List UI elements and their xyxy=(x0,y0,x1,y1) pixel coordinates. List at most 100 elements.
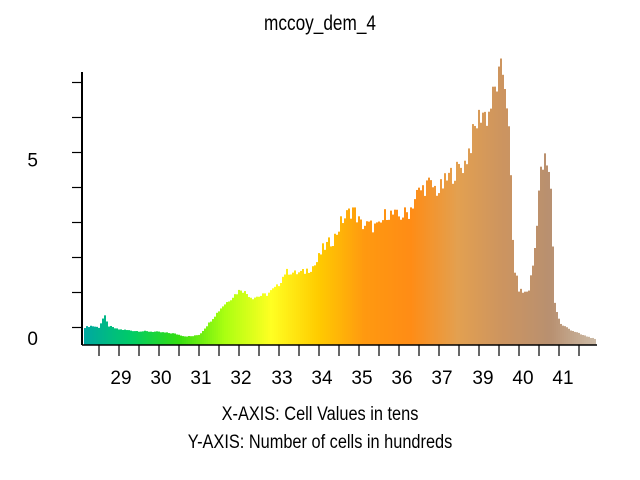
histogram-bar xyxy=(326,241,328,345)
histogram-bar xyxy=(102,318,104,345)
histogram-bar xyxy=(532,265,534,345)
histogram-bar xyxy=(546,165,548,345)
histogram-bar xyxy=(104,315,106,345)
histogram-bar xyxy=(460,167,462,345)
histogram-bar xyxy=(328,237,330,345)
histogram-bar xyxy=(394,209,396,345)
histogram-bar xyxy=(90,325,92,345)
histogram-bar xyxy=(418,187,420,345)
histogram-bar xyxy=(178,334,180,345)
histogram-bar xyxy=(578,332,580,345)
histogram-bar xyxy=(344,218,346,345)
histogram-bar xyxy=(470,153,472,345)
x-tick-label: 29 xyxy=(110,368,131,389)
histogram-bar xyxy=(372,232,374,345)
histogram-bar xyxy=(240,290,242,345)
histogram-bar xyxy=(420,190,422,345)
histogram-bar xyxy=(182,336,184,345)
histogram-bar xyxy=(410,207,412,345)
histogram-bar xyxy=(536,225,538,345)
histogram-bar xyxy=(212,319,214,345)
histogram-bar xyxy=(362,229,364,345)
histogram-bar xyxy=(440,179,442,345)
histogram-bar xyxy=(490,108,492,345)
histogram-bar xyxy=(210,321,212,345)
histogram-bar xyxy=(408,218,410,345)
histogram-bar xyxy=(316,262,318,345)
histogram-bar xyxy=(428,177,430,345)
histogram-bar xyxy=(206,326,208,345)
histogram-bar xyxy=(266,295,268,345)
histogram-bar xyxy=(192,336,194,345)
histogram-bar xyxy=(466,164,468,345)
histogram-bar xyxy=(318,253,320,345)
y-axis-ticks: 05 xyxy=(27,81,82,350)
histogram-bar xyxy=(492,86,494,346)
histogram-bar xyxy=(310,271,312,345)
histogram-bar xyxy=(366,221,368,345)
histogram-bar xyxy=(506,108,508,345)
histogram-bar xyxy=(174,333,176,345)
histogram-bar xyxy=(172,333,174,345)
histogram-bar xyxy=(332,246,334,345)
histogram-bar xyxy=(554,302,556,345)
histogram-bar xyxy=(380,222,382,345)
histogram-bar xyxy=(96,326,98,345)
histogram-bar xyxy=(494,86,496,345)
histogram-bar xyxy=(400,219,402,345)
x-axis-ticks: 29 30 31 32 33 34 35 36 37 39 40 41 xyxy=(98,345,580,389)
histogram-bar xyxy=(262,293,264,345)
histogram-bar xyxy=(520,288,522,345)
histogram-bar xyxy=(562,325,564,345)
histogram-bar xyxy=(108,326,110,345)
histogram-bar xyxy=(270,290,272,345)
histogram-bar xyxy=(500,58,502,346)
histogram-bar xyxy=(542,169,544,345)
histogram-bar xyxy=(424,195,426,345)
x-tick-label: 39 xyxy=(472,368,493,389)
histogram-bar xyxy=(396,209,398,345)
histogram-bar xyxy=(436,195,438,345)
y-tick-label: 5 xyxy=(27,151,38,172)
histogram-bars xyxy=(84,58,596,346)
histogram-bar xyxy=(94,326,96,345)
histogram-bar xyxy=(88,327,90,345)
histogram-bar xyxy=(338,231,340,345)
histogram-bar xyxy=(130,330,132,345)
x-tick-label: 30 xyxy=(150,368,171,389)
histogram-bar xyxy=(446,180,448,345)
histogram-bar xyxy=(432,187,434,345)
histogram-bar xyxy=(148,331,150,345)
histogram-bar xyxy=(268,292,270,345)
histogram-bar xyxy=(112,327,114,345)
histogram-bar xyxy=(236,294,238,345)
histogram-bar xyxy=(284,274,286,345)
histogram-bar xyxy=(364,225,366,345)
x-tick-label: 31 xyxy=(190,368,211,389)
histogram-bar xyxy=(522,292,524,345)
histogram-bar xyxy=(476,128,478,345)
histogram-bar xyxy=(120,329,122,345)
histogram-bar xyxy=(306,268,308,345)
histogram-bar xyxy=(550,188,552,345)
histogram-bar xyxy=(168,333,170,345)
histogram-bar xyxy=(144,330,146,345)
histogram-bar xyxy=(134,331,136,345)
histogram-bar xyxy=(350,218,352,345)
histogram-bar xyxy=(412,208,414,345)
histogram-bar xyxy=(86,326,88,345)
histogram-bar xyxy=(246,294,248,345)
histogram-bar xyxy=(556,312,558,345)
histogram-bar xyxy=(282,276,284,345)
histogram-bar xyxy=(384,209,386,345)
histogram-bar xyxy=(422,185,424,345)
histogram-bar xyxy=(482,112,484,345)
histogram-bar xyxy=(382,220,384,345)
histogram-bar xyxy=(254,297,256,345)
histogram-bar xyxy=(590,338,592,345)
histogram-bar xyxy=(184,336,186,345)
histogram-bar xyxy=(286,268,288,345)
histogram-bar xyxy=(474,125,476,345)
histogram-bar xyxy=(346,210,348,345)
histogram-bar xyxy=(354,207,356,345)
